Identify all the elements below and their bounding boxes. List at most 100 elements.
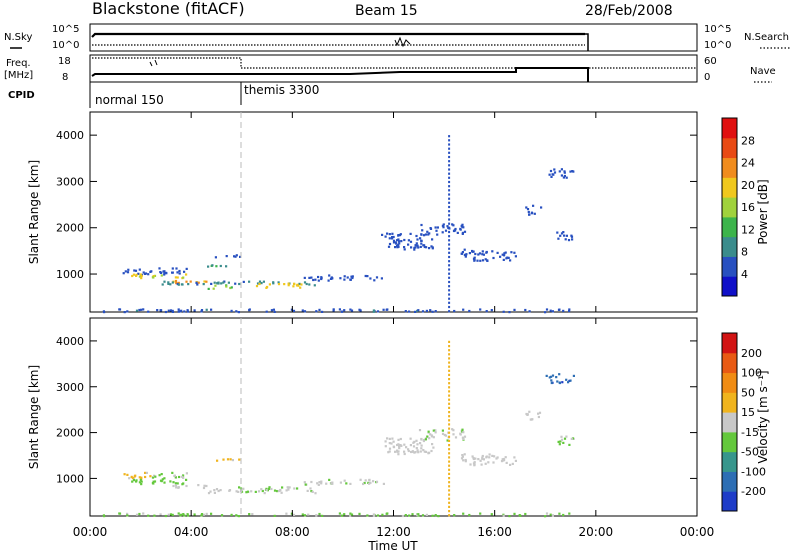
velocity-cell (167, 513, 170, 516)
velocity-cell (550, 379, 553, 382)
power-stripe-cell (448, 293, 451, 296)
velocity-cell (311, 490, 314, 493)
power-cell (178, 269, 181, 273)
velocity-cell (412, 445, 416, 448)
velocity-cell (131, 480, 134, 483)
velocity-cell (237, 490, 240, 493)
power-cell (205, 280, 208, 283)
velocity-cbar-tick: -50 (741, 446, 759, 459)
velocity-cell (207, 492, 211, 495)
velocity-cell (409, 437, 412, 440)
velocity-cell (560, 438, 564, 441)
power-cell (471, 249, 474, 253)
power-cell (373, 279, 376, 282)
velocity-colorbar: 200 100 50 15 -15 -50 -100 -200 (721, 332, 766, 512)
velocity-cell (397, 450, 400, 453)
power-cell (563, 171, 566, 174)
power-cell (533, 212, 536, 215)
velocity-cell (265, 488, 268, 492)
velocity-stripe-cell (448, 349, 451, 352)
velocity-cell (487, 461, 490, 464)
velocity-stripe-cell (448, 485, 451, 488)
power-cell (315, 310, 318, 313)
power-cell (338, 308, 341, 311)
velocity-cell (474, 457, 477, 460)
power-stripe-cell (448, 276, 451, 279)
power-cell (463, 230, 467, 233)
power-cell (153, 274, 157, 277)
velocity-ytick-label: 1000 (56, 472, 84, 485)
power-cell (528, 310, 531, 313)
power-cell (277, 281, 280, 284)
velocity-cell (472, 462, 476, 465)
velocity-cell (463, 435, 467, 438)
velocity-cell (473, 461, 476, 464)
velocity-cell (561, 381, 564, 384)
velocity-cell (238, 486, 241, 489)
velocity-cell (285, 512, 288, 515)
velocity-cell (173, 474, 176, 477)
power-cell (341, 310, 344, 313)
velocity-cell (349, 512, 352, 515)
freq-trace (92, 57, 697, 69)
velocity-stripe-cell (448, 394, 451, 397)
velocity-stripe-cell (448, 472, 451, 475)
power-stripe-cell (448, 247, 451, 250)
power-cell (388, 233, 391, 236)
velocity-data (102, 340, 575, 518)
velocity-cell (479, 512, 482, 515)
power-cell (408, 310, 411, 313)
power-cell (441, 224, 444, 227)
velocity-cell (182, 482, 185, 485)
power-stripe-cell (448, 218, 451, 221)
velocity-cell (123, 473, 126, 476)
power-cell (163, 280, 166, 283)
power-cell (502, 258, 505, 261)
power-cell (239, 255, 242, 258)
velocity-cell (472, 457, 475, 460)
power-cell (391, 236, 394, 239)
power-cell (416, 244, 419, 247)
power-cell (292, 309, 296, 312)
power-cell (557, 308, 561, 311)
power-cell (202, 283, 205, 286)
velocity-cell (397, 438, 400, 441)
velocity-cell (169, 513, 173, 516)
freq-panel: Freq. [MHz] 18 8 60 0 Nave (4, 54, 776, 83)
velocity-cell (126, 473, 129, 476)
velocity-cell (491, 454, 494, 457)
power-cbar-frame (721, 117, 738, 297)
velocity-cell (318, 481, 321, 484)
velocity-cell (392, 446, 396, 449)
power-cell (185, 280, 188, 283)
velocity-cell (428, 451, 431, 454)
velocity-cell (401, 514, 404, 518)
velocity-cell (345, 482, 348, 485)
velocity-stripe-cell (448, 357, 451, 360)
velocity-cell (372, 514, 375, 517)
power-cell (551, 310, 554, 313)
velocity-cell (163, 481, 166, 484)
power-stripe-cell (448, 185, 451, 188)
velocity-cell (169, 480, 172, 483)
power-cell (376, 310, 380, 313)
velocity-cell (452, 433, 455, 436)
power-cell (369, 277, 372, 280)
power-cell (410, 246, 413, 249)
power-cell (177, 308, 180, 311)
velocity-cell (434, 431, 437, 434)
cpid-mode-normal: normal 150 (95, 93, 164, 107)
power-stripe-cell (448, 268, 451, 271)
velocity-cell (568, 512, 571, 515)
velocity-cell (572, 374, 575, 377)
power-cell (140, 277, 143, 280)
power-cell (409, 240, 413, 243)
power-stripe-cell (448, 251, 451, 254)
velocity-cell (270, 487, 273, 491)
nsky-tick-top: 10^5 (52, 24, 79, 35)
power-cell (200, 310, 203, 313)
velocity-cell (556, 380, 559, 383)
velocity-cell (452, 429, 455, 432)
velocity-cell (144, 475, 147, 479)
velocity-cell (228, 489, 231, 492)
